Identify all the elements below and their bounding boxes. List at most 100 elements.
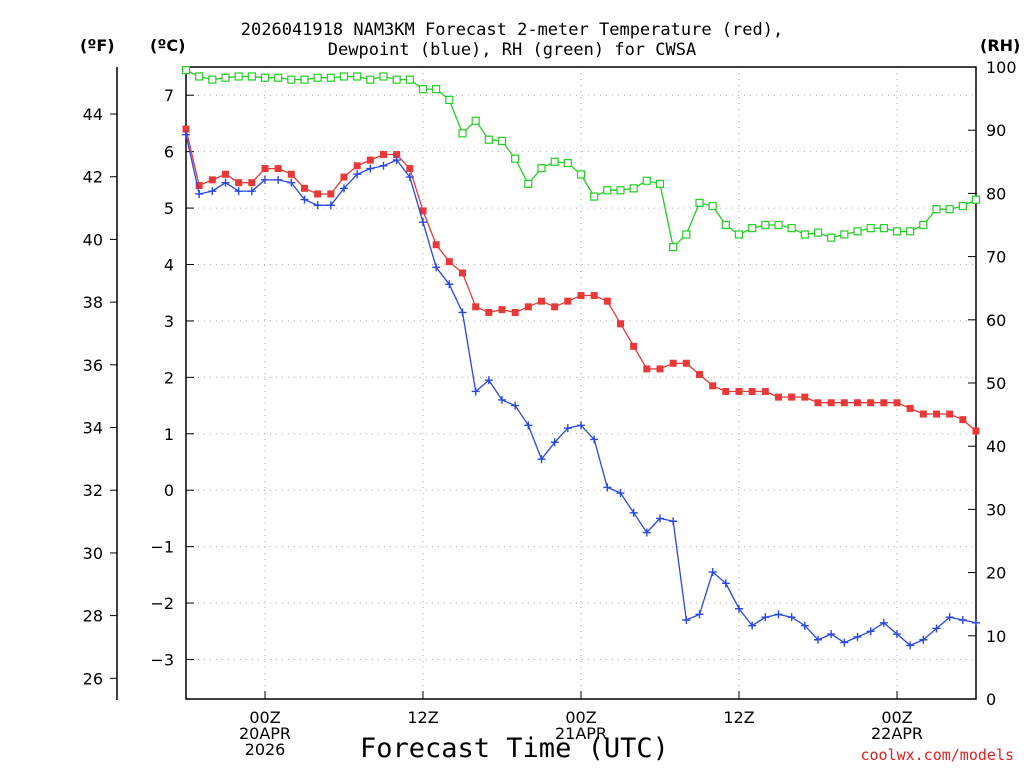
dewpoint-point [919,635,928,644]
temperature-point [261,165,269,173]
temperature-point [893,399,901,407]
rh-point [537,164,546,173]
dewpoint-point [432,263,441,272]
dewpoint-point [208,187,217,196]
temperature-point [854,399,861,407]
rh-point [774,220,783,230]
rh-point [511,154,520,163]
temperature-point [696,371,703,379]
rh-point [866,224,875,233]
temperature-point [314,190,322,198]
temperature-point [603,297,611,305]
rh-point [748,224,757,233]
rh-point [300,75,309,84]
temperature-point [709,382,717,390]
fahrenheit-tick-label: 44 [83,105,103,124]
dewpoint-point [392,156,401,165]
rh-point [260,73,270,82]
dewpoint-point [945,613,954,622]
rh-point [787,224,796,233]
dewpoint-point [261,175,269,184]
temperature-point [511,308,519,316]
rh-point [208,75,217,84]
rh-point [629,184,638,193]
dewpoint-point [669,517,678,526]
rh-point [247,72,256,81]
rh-point [432,85,441,94]
temperature-point [919,410,927,418]
temperature-point [459,269,466,277]
rh-point [932,205,941,214]
x-tick-label: 00Z [881,708,912,727]
rh-point [497,136,507,146]
rh-tick-label: 60 [986,311,1006,330]
temperature-point [235,179,243,187]
dewpoint-point [195,189,204,198]
rh-point [195,72,204,81]
dewpoint-point [577,421,585,430]
temperature-point [748,387,756,395]
rh-point [484,135,493,144]
celsius-tick-label: −2 [150,594,174,613]
rh-point [655,179,665,189]
x-tick-label: 12Z [407,708,438,727]
dewpoint-point [340,184,348,193]
temperature-point [906,404,914,412]
rh-point [906,227,915,236]
rh-point [945,205,954,214]
rh-point [576,170,586,179]
temperature-point [669,359,677,367]
chart-title-line-1: 2026041918 NAM3KM Forecast 2-meter Tempe… [240,20,784,40]
rh-point [642,176,651,185]
dewpoint-point [313,201,322,210]
temperature-point [248,179,256,187]
rh-point [524,179,533,189]
rh-point [971,195,981,204]
temperature-point [946,410,954,418]
rh-point [274,73,283,82]
rh-point [892,227,902,236]
fahrenheit-tick-label: 26 [83,669,103,688]
dewpoint-point [405,173,414,182]
temperature-point [972,427,980,435]
temperature-point [524,303,532,311]
temperature-point [222,170,229,178]
celsius-unit-label: (ºC) [150,36,186,55]
temperature-point [577,292,585,300]
celsius-tick-label: −3 [150,651,174,670]
fahrenheit-tick-label: 38 [83,293,103,312]
rh-point [550,157,559,166]
temperature-point [656,365,664,373]
temperature-point [432,241,440,249]
dewpoint-point [182,130,190,139]
series-dewpoint [182,130,980,650]
dewpoint-point [366,164,375,173]
dewpoint-point [498,395,506,404]
dewpoint-point [787,613,796,622]
rh-point [405,75,414,84]
rh-point [458,129,467,138]
rh-point [734,230,744,239]
celsius-tick-label: 4 [164,256,174,275]
fahrenheit-tick-label: 40 [83,230,103,249]
dewpoint-point [247,187,256,196]
dewpoint-point [735,604,743,613]
dewpoint-point [748,621,757,630]
dewpoint-point [866,627,875,636]
rh-point [326,73,335,82]
temperature-point [827,399,835,407]
temperature-point [840,399,848,407]
rh-point [840,230,849,239]
rh-point [392,75,401,84]
rh-point [353,72,362,81]
dewpoint-point [774,610,783,619]
rh-point [221,73,230,82]
dewpoint-point [616,489,625,498]
x-tick-label: 21APR [555,724,607,743]
dewpoint-point [234,187,243,196]
rh-point [366,75,375,84]
fahrenheit-tick-label: 32 [83,481,103,500]
temperature-point [775,393,782,401]
dewpoint-point [958,616,967,624]
plot-frame [185,66,977,700]
